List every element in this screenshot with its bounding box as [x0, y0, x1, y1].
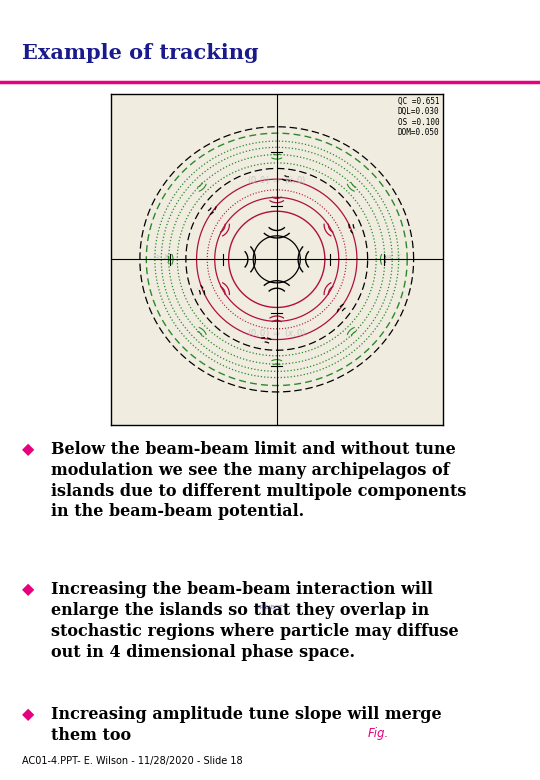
Text: $\Rightarrow$ $x$: $\Rightarrow$ $x$ — [383, 253, 403, 261]
Text: Increasing the beam-beam interaction will
enlarge the islands so that they overl: Increasing the beam-beam interaction wil… — [51, 581, 459, 661]
Text: $(0,0)$ $\Rightarrow$ $(x,0)$: $(0,0)$ $\Rightarrow$ $(x,0)$ — [247, 174, 307, 186]
Text: ◆: ◆ — [22, 441, 34, 458]
Text: Below the beam-beam limit and without tune
modulation we see the many archipelag: Below the beam-beam limit and without tu… — [51, 441, 467, 520]
Text: QC =0.651
DQL=0.030
OS =0.100
DOM=0.050: QC =0.651 DQL=0.030 OS =0.100 DOM=0.050 — [397, 97, 439, 137]
Text: ◆: ◆ — [22, 581, 34, 598]
Text: AC01-4.PPT- E. Wilson - 11/28/2020 - Slide 18: AC01-4.PPT- E. Wilson - 11/28/2020 - Sli… — [22, 756, 242, 766]
Text: $(0,0)$ $\Rightarrow$ $(x,0)$: $(0,0)$ $\Rightarrow$ $(x,0)$ — [247, 327, 307, 339]
Text: Increasing amplitude tune slope will merge
them too: Increasing amplitude tune slope will mer… — [51, 706, 442, 744]
Text: ◆: ◆ — [22, 706, 34, 723]
Text: Example of tracking: Example of tracking — [22, 43, 258, 63]
Text: Fig.: Fig. — [367, 727, 388, 740]
Text: $\Rightarrow$ $x$: $\Rightarrow$ $x$ — [151, 253, 171, 261]
Text: PROJECT: PROJECT — [256, 604, 284, 609]
